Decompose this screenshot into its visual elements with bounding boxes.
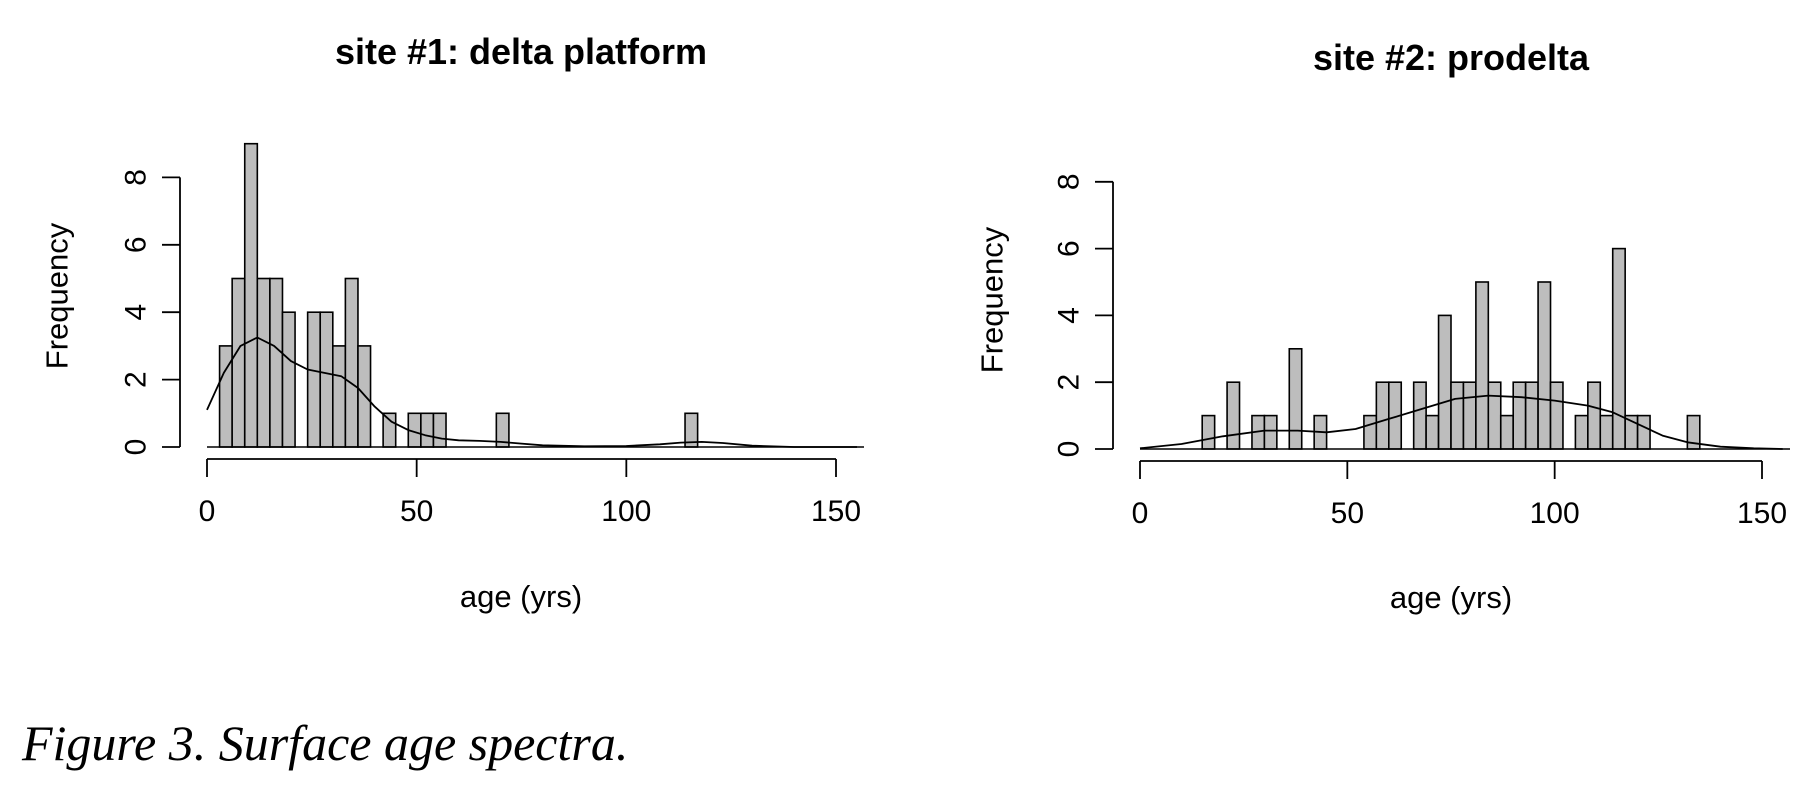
histogram-bar [1288, 347, 1303, 450]
x-tick-label: 100 [1530, 497, 1580, 530]
histogram-bar [1512, 381, 1527, 450]
chart-site-1: site #1: delta platform 0 2 4 6 8 0 50 100 150 age… [40, 31, 864, 614]
density-curve [206, 336, 857, 448]
histogram-bar [243, 142, 259, 448]
histogram-bar [331, 345, 347, 448]
x-tick-label: 0 [1132, 497, 1149, 530]
histogram-bar [1524, 381, 1539, 450]
histogram-bar [1475, 281, 1490, 450]
chart-title: site #2: prodelta [1313, 37, 1590, 78]
histogram-bar [306, 311, 322, 448]
x-axis-label: age (yrs) [460, 579, 582, 614]
y-tick-label: 4 [1053, 307, 1086, 324]
y-tick-label: 0 [1053, 441, 1086, 458]
histogram-bar [1587, 381, 1602, 450]
histogram-bar [344, 277, 359, 448]
chart-site-2: site #2: prodelta 0 2 4 6 8 0 50 100 150 age (yrs)… [975, 37, 1790, 615]
histogram-bar [382, 412, 397, 448]
y-tick-label: 2 [1053, 374, 1086, 391]
histogram-bar [1636, 414, 1651, 450]
y-tick-label: 8 [1053, 173, 1086, 190]
y-axis-label: Frequency [40, 222, 75, 369]
y-axis-label: Frequency [975, 226, 1010, 373]
histogram-bar [269, 277, 284, 448]
histogram-bar [1375, 381, 1390, 450]
y-tick-label: 0 [120, 439, 153, 456]
histogram-bar [1363, 414, 1378, 450]
histogram-bar [420, 412, 435, 448]
histogram-bar [1537, 281, 1552, 450]
chart-title: site #1: delta platform [335, 31, 707, 72]
histogram-bar [1499, 414, 1515, 450]
histogram-bar [1425, 414, 1440, 450]
histogram-bar [1412, 381, 1427, 450]
histogram-bar [1263, 414, 1278, 450]
histogram-bar [1599, 414, 1614, 450]
histogram-bar [1450, 381, 1465, 450]
histogram-bar [1201, 414, 1216, 450]
histogram-bar [1437, 314, 1452, 450]
y-tick-label: 8 [120, 169, 153, 186]
x-tick-label: 150 [811, 495, 861, 528]
histogram-bar [256, 277, 271, 448]
histogram-bar [319, 311, 334, 448]
histogram-bar [1549, 381, 1564, 450]
histogram-bar [281, 311, 296, 448]
y-tick-label: 6 [120, 236, 153, 253]
histogram-bar [1611, 247, 1626, 450]
y-tick-label: 6 [1053, 240, 1086, 257]
x-axis-label: age (yrs) [1390, 580, 1512, 615]
y-tick-label: 2 [120, 371, 153, 388]
x-tick-label: 0 [199, 495, 216, 528]
histogram-bar [1462, 381, 1477, 450]
x-tick-label: 100 [601, 495, 651, 528]
x-tick-label: 50 [400, 495, 433, 528]
histogram-bar [1574, 414, 1589, 450]
figure-caption: Figure 3. Surface age spectra. [22, 715, 629, 771]
x-tick-label: 150 [1737, 497, 1787, 530]
histogram-bar [231, 277, 246, 448]
histogram-bar [432, 412, 447, 448]
x-tick-label: 50 [1331, 497, 1364, 530]
histogram-bar [1487, 381, 1502, 450]
histogram-bar [357, 345, 372, 448]
histogram-bar [1226, 381, 1241, 450]
y-tick-label: 4 [120, 304, 153, 321]
density-curve [1139, 394, 1783, 450]
